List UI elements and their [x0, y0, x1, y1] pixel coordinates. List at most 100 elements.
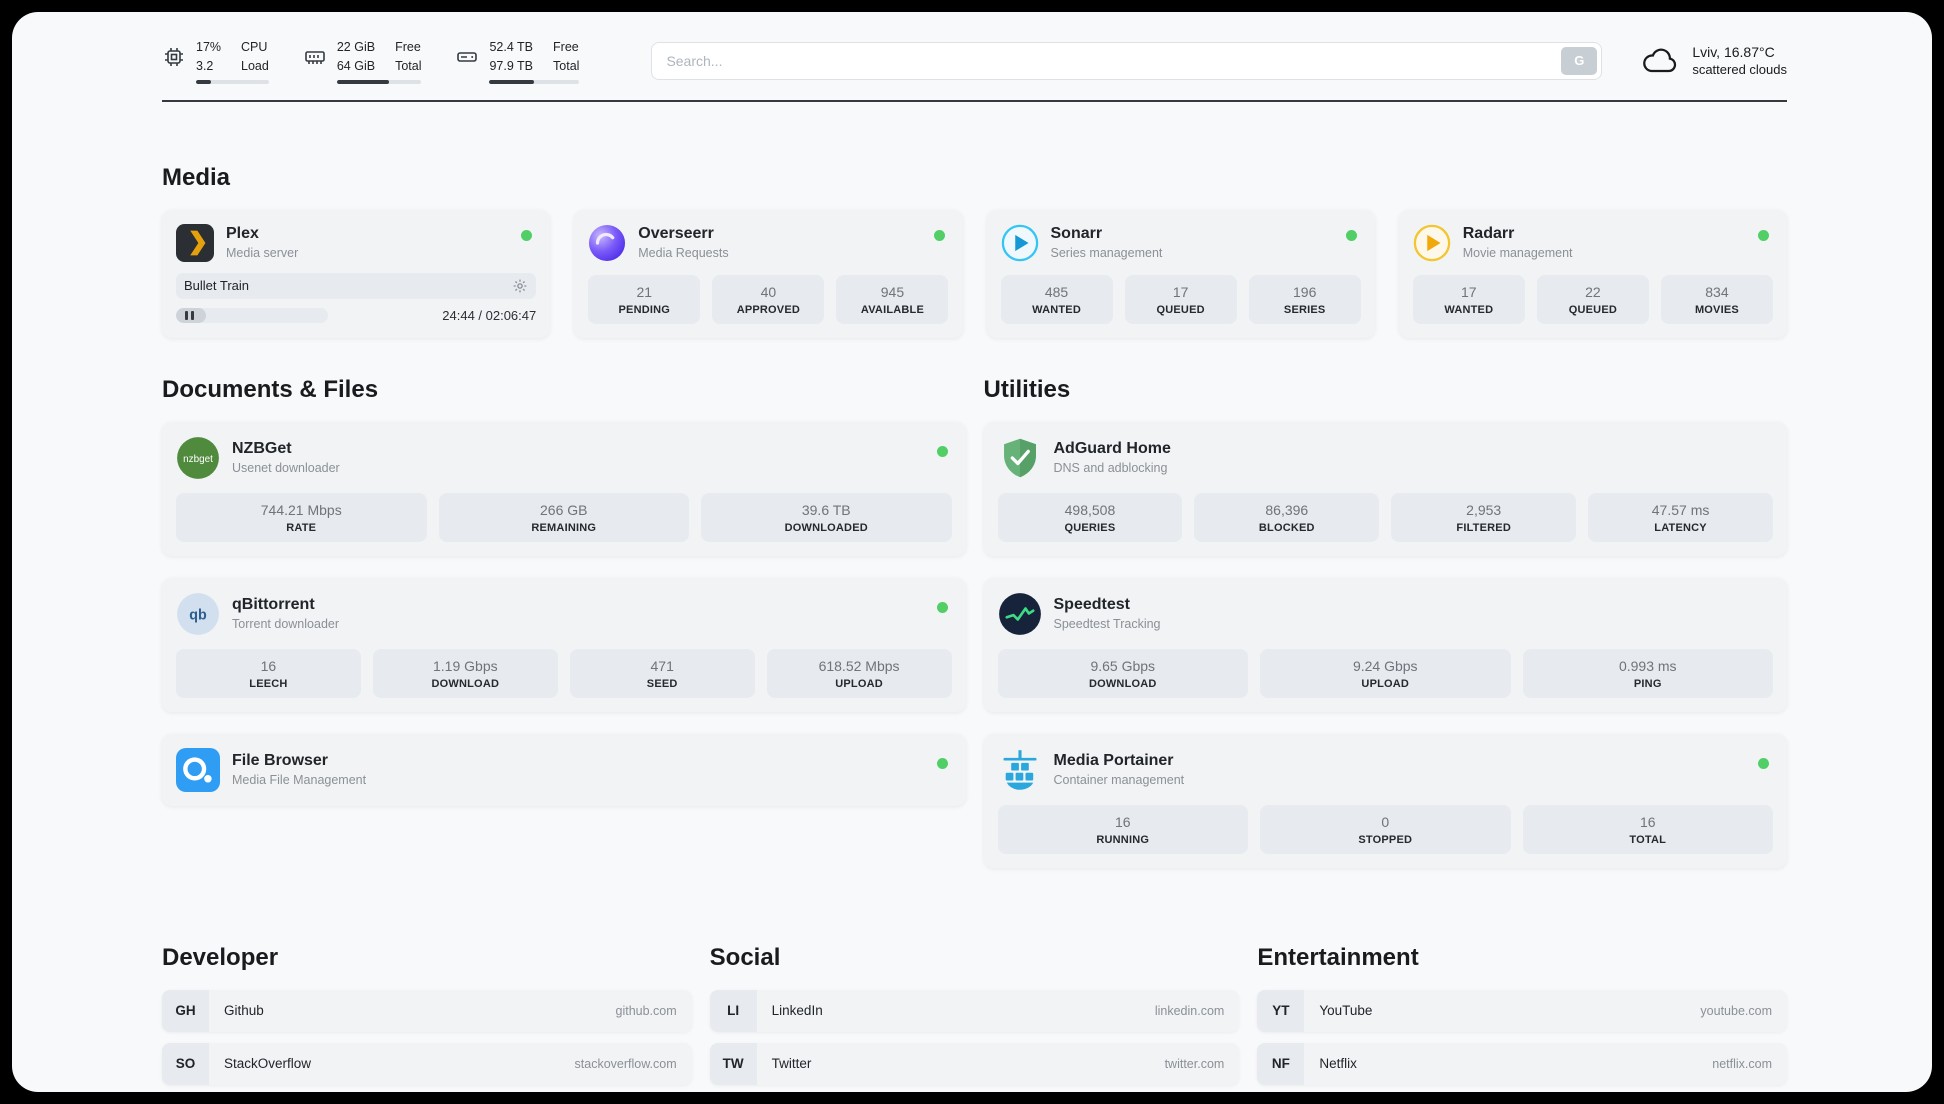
stat-queued: 17 QUEUED [1124, 274, 1237, 324]
service-name: Speedtest [1053, 596, 1130, 613]
service-name: Plex [226, 225, 259, 242]
disk-meter [489, 79, 580, 84]
stat-rate: 744.21 Mbps RATE [176, 492, 427, 542]
cpu-load-label: Load [241, 58, 269, 73]
status-dot-online [1758, 229, 1769, 241]
search-bar: G [651, 41, 1603, 80]
status-dot-online [936, 601, 948, 613]
service-card-adguard[interactable]: AdGuard Home DNS and adblocking 498,508 … [983, 421, 1787, 556]
bookmark-abbr: YT [1257, 989, 1305, 1032]
stat-queued: 22 QUEUED [1536, 274, 1649, 324]
bookmarks-entertainment: Entertainment YT YouTube youtube.com NF … [1257, 890, 1787, 1093]
disk-total-value: 97.9 TB [489, 58, 534, 73]
cpu-percent-value: 17% [196, 40, 222, 54]
service-card-filebrowser[interactable]: File Browser Media File Management [162, 733, 966, 806]
service-card-qbittorrent[interactable]: qb qBittorrent Torrent downloader 16 LEE… [162, 577, 966, 712]
section-title-social: Social [709, 943, 781, 971]
service-name: Sonarr [1050, 225, 1103, 242]
section-title-media: Media [162, 163, 231, 191]
topbar: 17% 3.2 CPU Load 22 GiB [162, 38, 1787, 84]
search-engine-button[interactable]: G [1561, 46, 1598, 75]
stat-latency: 47.57 ms LATENCY [1588, 492, 1773, 542]
media-player-controls: 24:44 / 02:06:47 [176, 307, 537, 323]
bookmark-url: youtube.com [1700, 1003, 1772, 1018]
memory-icon [303, 45, 327, 69]
disk-free-label: Free [553, 40, 579, 54]
speedtest-icon [998, 592, 1042, 636]
bookmark-url: github.com [615, 1003, 677, 1018]
service-card-radarr[interactable]: Radarr Movie management 17 WANTED 22 QUE… [1398, 209, 1787, 338]
bookmark-twitter[interactable]: TW Twitter twitter.com [709, 1042, 1240, 1085]
service-card-plex[interactable]: Plex Media server Bullet Train 24:44 / 0… [162, 209, 551, 338]
service-name: Overseerr [638, 225, 714, 242]
now-playing-bar: Bullet Train [176, 272, 537, 299]
service-card-portainer[interactable]: Media Portainer Container management 16 … [983, 733, 1787, 868]
bookmark-github[interactable]: GH Github github.com [162, 989, 692, 1032]
bookmark-stackoverflow[interactable]: SO StackOverflow stackoverflow.com [162, 1042, 692, 1085]
service-description: Speedtest Tracking [1053, 617, 1161, 631]
pause-icon[interactable] [185, 310, 194, 320]
search-input[interactable] [651, 41, 1603, 80]
disk-free-value: 52.4 TB [489, 40, 534, 54]
progress-track[interactable] [176, 307, 328, 323]
service-card-speedtest[interactable]: Speedtest Speedtest Tracking 9.65 Gbps D… [983, 577, 1787, 712]
cpu-percent-label: CPU [241, 40, 268, 54]
service-name: Media Portainer [1053, 752, 1174, 769]
weather-condition: scattered clouds [1692, 62, 1787, 78]
service-description: Media File Management [232, 773, 367, 787]
stat-wanted: 485 WANTED [1000, 274, 1113, 324]
bookmark-name: LinkedIn [771, 1003, 823, 1018]
stat-available: 945 AVAILABLE [836, 274, 949, 324]
svg-text:qb: qb [189, 607, 207, 623]
playback-time: 24:44 / 02:06:47 [442, 307, 537, 323]
service-description: Usenet downloader [232, 461, 340, 475]
bookmark-name: Twitter [771, 1056, 812, 1071]
service-name: qBittorrent [232, 596, 315, 613]
stat-download: 9.65 Gbps DOWNLOAD [997, 648, 1248, 698]
stat-stopped: 0 STOPPED [1260, 804, 1511, 854]
bookmark-url: linkedin.com [1154, 1003, 1225, 1018]
service-description: DNS and adblocking [1053, 461, 1168, 475]
bookmark-url: netflix.com [1712, 1056, 1772, 1071]
service-name: Radarr [1462, 225, 1515, 242]
stat-approved: 40 APPROVED [712, 274, 825, 324]
gear-icon[interactable] [512, 278, 528, 294]
documents-column: Documents & Files nzbget NZBGet Usenet d… [162, 338, 966, 828]
bookmark-url: twitter.com [1164, 1056, 1225, 1071]
bookmark-abbr: LI [709, 989, 757, 1032]
sonarr-icon [1001, 224, 1039, 262]
weather-widget: Lviv, 16.87°C scattered clouds [1640, 44, 1787, 77]
service-card-overseerr[interactable]: Overseerr Media Requests 21 PENDING 40 A… [574, 209, 963, 338]
ram-stat-widget: 22 GiB 64 GiB Free Total [303, 38, 422, 84]
service-description: Movie management [1462, 246, 1573, 260]
overseerr-icon [588, 224, 626, 262]
bookmark-youtube[interactable]: YT YouTube youtube.com [1257, 989, 1787, 1032]
bookmark-netflix[interactable]: NF Netflix netflix.com [1257, 1042, 1787, 1085]
status-dot-online [1345, 229, 1357, 241]
media-grid: Plex Media server Bullet Train 24:44 / 0… [162, 209, 1787, 338]
middle-sections: Documents & Files nzbget NZBGet Usenet d… [162, 338, 1787, 890]
service-card-sonarr[interactable]: Sonarr Series management 485 WANTED 17 Q… [986, 209, 1375, 338]
service-name: NZBGet [232, 440, 292, 457]
bookmarks-developer: Developer GH Github github.com SO StackO… [162, 890, 692, 1093]
stat-downloaded: 39.6 TB DOWNLOADED [701, 492, 952, 542]
stat-upload: 9.24 Gbps UPLOAD [1260, 648, 1511, 698]
disk-icon [455, 45, 479, 69]
stat-pending: 21 PENDING [588, 274, 701, 324]
cpu-stat-widget: 17% 3.2 CPU Load [162, 38, 269, 84]
stat-filtered: 2,953 FILTERED [1391, 492, 1577, 542]
stat-leech: 16 LEECH [176, 648, 361, 698]
bookmark-url: stackoverflow.com [574, 1056, 677, 1071]
bookmark-name: Github [224, 1003, 264, 1018]
adguard-icon [998, 436, 1042, 480]
ram-total-value: 64 GiB [336, 58, 376, 73]
section-title-documents: Documents & Files [162, 375, 379, 403]
service-card-nzbget[interactable]: nzbget NZBGet Usenet downloader 744.21 M… [162, 421, 966, 556]
stat-download: 1.19 Gbps DOWNLOAD [372, 648, 558, 698]
bookmark-abbr: TW [709, 1042, 757, 1085]
stat-queries: 498,508 QUERIES [997, 492, 1183, 542]
stat-upload: 618.52 Mbps UPLOAD [766, 648, 952, 698]
stat-ping: 0.993 ms PING [1522, 648, 1773, 698]
bookmark-linkedin[interactable]: LI LinkedIn linkedin.com [709, 989, 1240, 1032]
cpu-meter [196, 79, 269, 84]
